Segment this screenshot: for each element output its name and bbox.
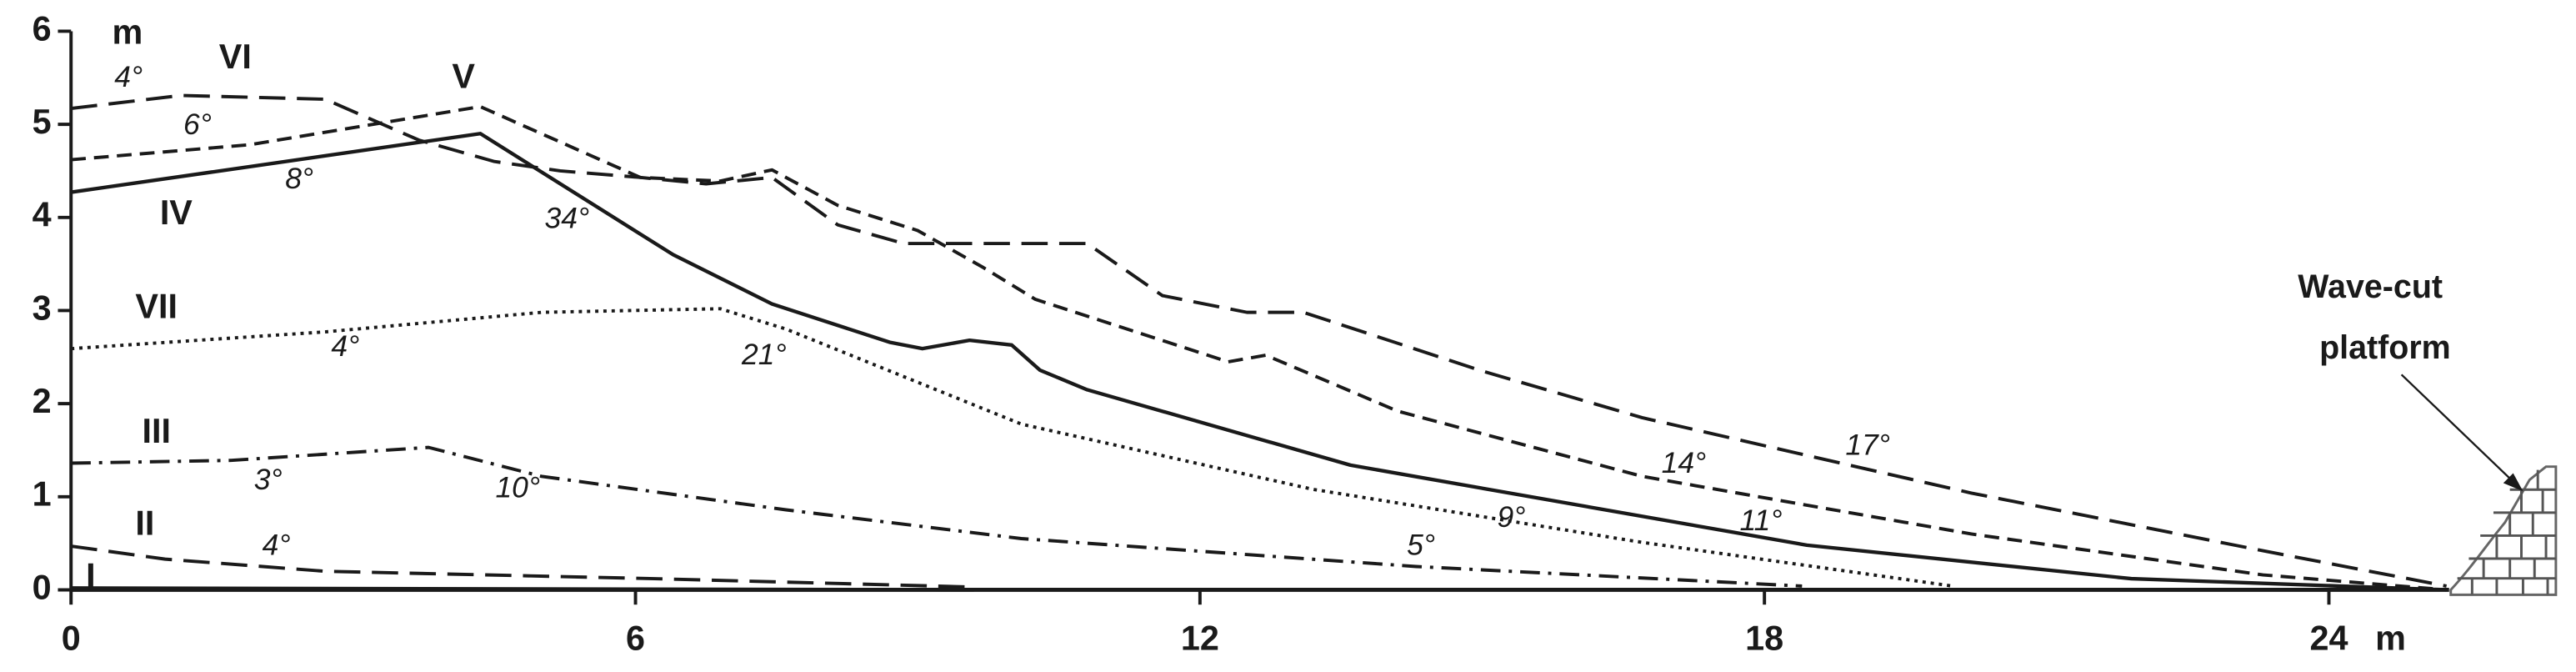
x-tick-label: 18	[1745, 619, 1783, 657]
x-axis-label: m	[2375, 619, 2406, 657]
y-tick-label: 2	[33, 382, 52, 420]
profile-label: VII	[135, 287, 178, 325]
y-tick-label: 3	[33, 288, 52, 327]
slope-annotation: 4°	[114, 60, 143, 93]
profile-label: V	[452, 58, 475, 96]
profile-label: III	[142, 412, 171, 450]
profile-label: VI	[219, 38, 252, 76]
slope-annotation: 5°	[1407, 529, 1435, 562]
x-tick-label: 24	[2309, 619, 2348, 657]
profile-line	[70, 544, 974, 589]
y-axis-label: m	[113, 13, 143, 51]
slope-annotation: 11°	[1740, 504, 1783, 537]
y-tick-label: 4	[33, 196, 52, 234]
slope-annotation: 14°	[1662, 446, 1707, 479]
y-tick-label: 0	[33, 568, 52, 606]
slope-annotation: 6°	[183, 108, 212, 141]
platform-label: platform	[2319, 329, 2451, 366]
slope-annotation: 4°	[263, 529, 291, 562]
platform-arrowhead	[2503, 473, 2523, 492]
x-tick-label: 6	[626, 619, 645, 657]
slope-annotation: 21°	[741, 338, 787, 371]
slope-annotation: 3°	[254, 463, 283, 496]
y-tick-label: 6	[33, 9, 52, 48]
y-tick-label: 1	[33, 475, 52, 514]
x-tick-label: 0	[62, 619, 81, 657]
profile-line	[71, 445, 1803, 588]
slope-annotation: 17°	[1845, 428, 1890, 461]
platform-arrow	[2400, 374, 2519, 488]
platform-label: Wave-cut	[2298, 268, 2443, 305]
slope-annotation: 8°	[285, 162, 313, 195]
profile-label: II	[135, 504, 154, 543]
profile-line	[71, 93, 2447, 588]
profile-line	[71, 104, 2447, 592]
wave-cut-platform	[2449, 465, 2558, 596]
profile-label: IV	[160, 193, 193, 232]
profile-line	[71, 586, 974, 592]
profile-line	[70, 132, 2447, 592]
y-tick-label: 5	[33, 103, 52, 141]
profile-label: I	[86, 557, 96, 595]
slope-annotation: 10°	[495, 471, 540, 504]
x-tick-label: 12	[1181, 619, 1219, 657]
slope-annotation: 4°	[331, 329, 359, 363]
slope-annotation: 34°	[545, 201, 590, 234]
slope-annotation: 9°	[1498, 500, 1526, 534]
